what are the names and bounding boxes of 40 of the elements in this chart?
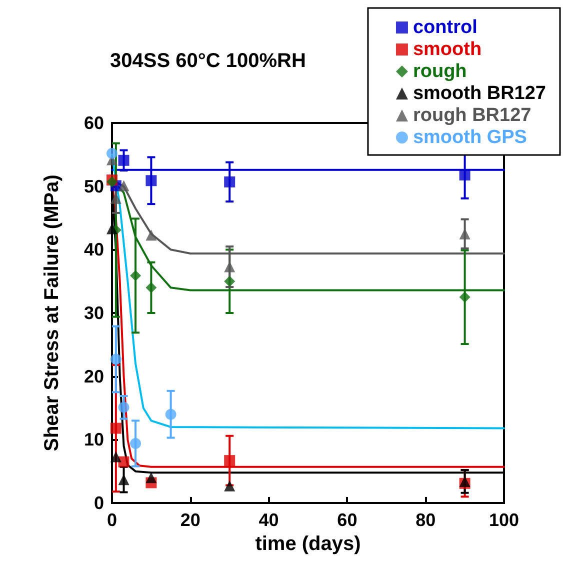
point bbox=[118, 154, 130, 166]
x-tick-label: 100 bbox=[488, 510, 520, 530]
point bbox=[118, 474, 130, 486]
y-tick-label: 20 bbox=[84, 366, 104, 386]
point bbox=[165, 408, 176, 420]
point bbox=[146, 472, 157, 484]
point bbox=[146, 282, 157, 294]
y-tick-label: 60 bbox=[84, 113, 104, 133]
chart-title: 304SS 60°C 100%RH bbox=[110, 50, 306, 72]
x-tick-label: 40 bbox=[258, 510, 279, 530]
legend-label: control bbox=[412, 17, 478, 38]
legend-label: rough BR127 bbox=[412, 105, 532, 126]
y-tick-label: 40 bbox=[84, 240, 104, 260]
y-axis-title: Shear Stress at Failure (MPa) bbox=[41, 174, 63, 452]
point bbox=[224, 455, 236, 466]
x-axis-title: time (days) bbox=[255, 532, 361, 555]
point bbox=[146, 175, 157, 186]
y-tick-label: 10 bbox=[84, 430, 104, 450]
point bbox=[106, 148, 118, 159]
legend-label: rough bbox=[412, 61, 467, 82]
x-tick-label: 80 bbox=[416, 510, 436, 530]
y-tick-label: 50 bbox=[84, 176, 104, 196]
x-tick-label: 60 bbox=[337, 510, 358, 530]
point bbox=[130, 438, 142, 449]
legend-label: smooth bbox=[412, 39, 482, 60]
point bbox=[146, 230, 157, 241]
point bbox=[110, 451, 122, 462]
point bbox=[118, 402, 130, 413]
point bbox=[118, 180, 130, 192]
legend-label: smooth GPS bbox=[412, 127, 527, 148]
x-tick-label: 0 bbox=[106, 510, 118, 530]
point bbox=[459, 169, 470, 180]
point bbox=[224, 176, 236, 188]
point bbox=[110, 422, 122, 434]
y-tick-label: 30 bbox=[84, 303, 104, 323]
y-tick-label: 0 bbox=[94, 493, 104, 513]
point bbox=[130, 270, 142, 282]
legend-label: smooth BR127 bbox=[412, 83, 546, 104]
x-tick-label: 20 bbox=[180, 510, 200, 530]
point bbox=[459, 292, 470, 303]
